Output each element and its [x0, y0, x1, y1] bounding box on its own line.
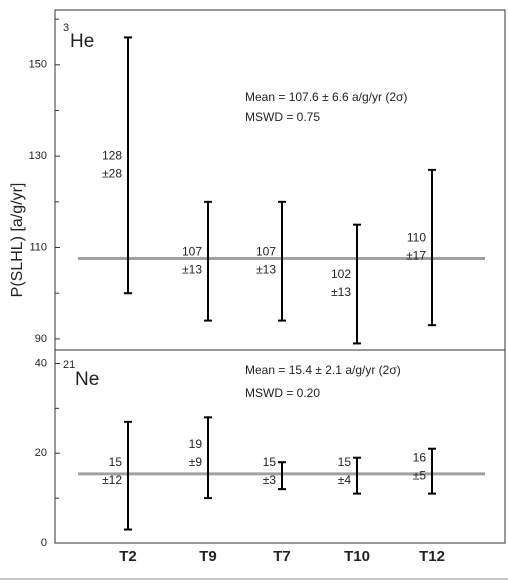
error-label: ±13: [182, 262, 202, 276]
error-label: ±13: [256, 262, 276, 276]
error-label: ±4: [338, 473, 352, 487]
y-tick-label: 90: [35, 333, 47, 345]
value-label: 15: [338, 455, 352, 469]
value-label: 102: [331, 267, 351, 281]
error-label: ±9: [189, 455, 203, 469]
x-tick-label: T12: [419, 548, 445, 565]
value-label: 128: [102, 148, 122, 162]
isotope-mass: 21: [63, 359, 75, 371]
frame: [54, 9, 506, 544]
value-label: 19: [189, 437, 203, 451]
error-label: ±28: [102, 166, 122, 180]
annotation: Mean = 107.6 ± 6.6 a/g/yr (2σ): [245, 90, 407, 104]
y-tick-label: 150: [29, 59, 47, 71]
panel-title: He: [70, 31, 94, 52]
value-label: 15: [109, 455, 123, 469]
error-label: ±17: [406, 249, 426, 263]
error-label: ±13: [331, 285, 351, 299]
y-axis-label: P(SLHL) [a/g/yr]: [9, 183, 26, 298]
y-tick-label: 20: [35, 447, 47, 459]
value-label: 15: [263, 455, 277, 469]
y-tick-label: 40: [35, 357, 47, 369]
y-tick-label: 0: [41, 537, 47, 549]
annotation: MSWD = 0.75: [245, 110, 320, 124]
y-tick-label: 110: [29, 241, 47, 253]
x-tick-label: T9: [199, 548, 217, 565]
value-label: 16: [413, 450, 427, 464]
isotope-mass: 3: [63, 22, 69, 34]
x-tick-label: T7: [273, 548, 291, 565]
value-label: 110: [407, 231, 426, 245]
panel-title: Ne: [75, 369, 99, 390]
y-tick-label: 130: [29, 150, 47, 162]
x-tick-label: T2: [119, 548, 137, 565]
error-label: ±3: [263, 473, 277, 487]
x-tick-label: T10: [344, 548, 370, 565]
annotation: MSWD = 0.20: [245, 386, 320, 400]
value-label: 107: [182, 244, 202, 258]
error-label: ±5: [413, 468, 427, 482]
value-label: 107: [256, 244, 276, 258]
annotation: Mean = 15.4 ± 2.1 a/g/yr (2σ): [245, 363, 401, 377]
error-label: ±12: [102, 473, 122, 487]
